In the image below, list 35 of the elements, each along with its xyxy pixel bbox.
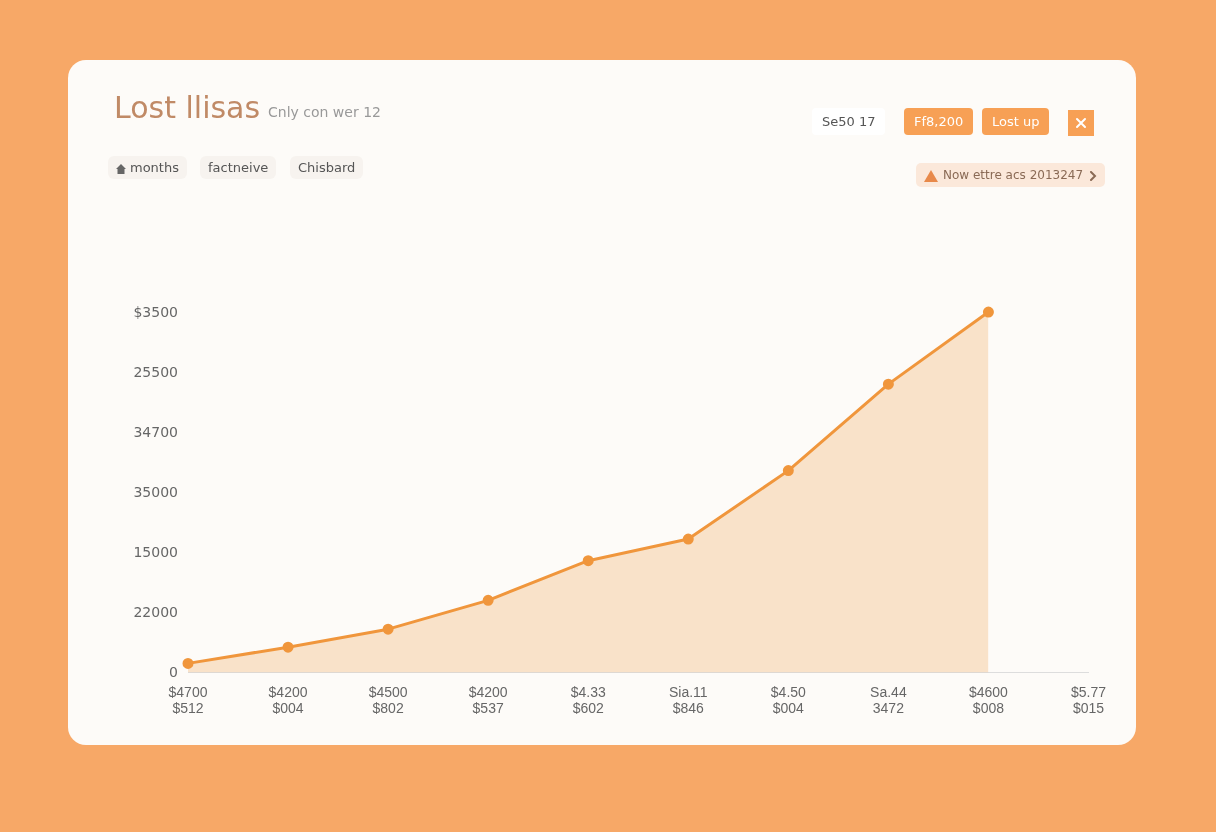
- text: $3500: [132, 304, 178, 321]
- point: [282, 641, 294, 653]
- chart-subtitle: Cnly con wer 12: [268, 104, 381, 120]
- point: [982, 306, 994, 318]
- x-tick-label: $4500 $802: [368, 683, 408, 717]
- text: factneive: [200, 156, 277, 179]
- point: [182, 657, 194, 669]
- text: Se50 17: [812, 108, 886, 135]
- point: [782, 465, 794, 477]
- x-tick-label: $5.77 $015: [1070, 683, 1107, 717]
- text: months: [108, 156, 187, 179]
- x-tick-label: Sia.11 $846: [668, 683, 708, 717]
- text: 15000: [132, 544, 178, 561]
- point: [682, 533, 694, 545]
- point: [882, 378, 894, 390]
- x-tick-label: $4600 $008: [968, 683, 1009, 717]
- x-tick-label: $4700 $512: [168, 683, 208, 717]
- x-tick-label: Sa.44 3472: [870, 683, 907, 717]
- text: 35000: [132, 484, 178, 501]
- x-tick-label: $4200 $004: [268, 683, 308, 717]
- point: [582, 555, 594, 567]
- text: 0: [168, 664, 178, 681]
- text: 22000: [132, 604, 178, 621]
- text: Chisbard: [290, 156, 364, 179]
- x-tick-label: $4200 $537: [468, 683, 508, 717]
- text: Now ettre acs 2013247: [916, 163, 1106, 187]
- text: 34700: [132, 424, 178, 441]
- chart-title: Lost llisas: [114, 90, 261, 125]
- point: [382, 623, 394, 635]
- x-tick-label: $4.33 $602: [570, 683, 606, 717]
- point: [482, 594, 494, 606]
- text: 25500: [132, 364, 178, 381]
- x-tick-label: $4.50 $004: [770, 683, 807, 717]
- text: Ff8,200: [904, 108, 974, 135]
- text: Lost up: [982, 108, 1050, 135]
